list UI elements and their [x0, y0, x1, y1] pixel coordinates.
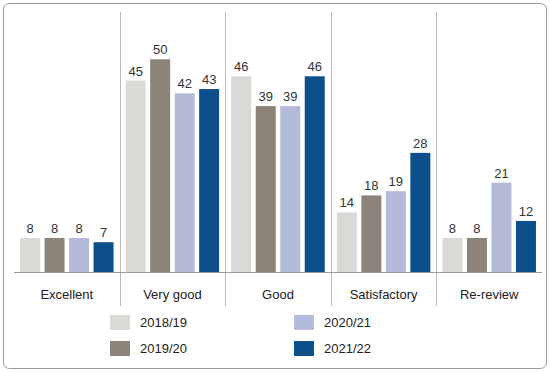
group-separator [120, 12, 121, 306]
data-label: 46 [308, 59, 322, 74]
bar [45, 238, 65, 272]
x-tick-label: Very good [143, 287, 202, 302]
chart: 8 8 8 7 45 50 42 43 46 39 39 46 14 18 19 28 8 8 21 12 Excell… [0, 0, 550, 372]
data-label: 39 [283, 89, 297, 104]
x-tick-label: Excellent [40, 287, 93, 302]
data-label: 7 [100, 225, 107, 240]
bar [442, 238, 462, 272]
bar [361, 195, 381, 272]
data-label: 14 [340, 195, 354, 210]
legend-label: 2020/21 [324, 315, 371, 330]
bar [386, 191, 406, 272]
data-label: 8 [473, 221, 480, 236]
data-label: 8 [449, 221, 456, 236]
data-label: 46 [234, 59, 248, 74]
bar [467, 238, 487, 272]
data-label: 50 [153, 42, 167, 57]
group-separator [436, 12, 437, 306]
bar [280, 106, 300, 272]
bar [337, 212, 357, 272]
group-separator [331, 12, 332, 306]
data-label: 8 [26, 221, 33, 236]
bar [516, 221, 536, 272]
x-tick-label: Satisfactory [350, 287, 418, 302]
data-label: 8 [51, 221, 58, 236]
data-label: 28 [413, 136, 427, 151]
bar [491, 183, 511, 272]
data-label: 18 [364, 178, 378, 193]
legend: 2018/19 2019/20 2020/21 2021/22 [110, 315, 371, 356]
data-label: 8 [75, 221, 82, 236]
bars [20, 59, 536, 272]
legend-swatch [294, 315, 314, 330]
bar [199, 89, 219, 272]
bar [20, 238, 40, 272]
x-axis [14, 272, 542, 273]
bar [410, 153, 430, 272]
data-label: 39 [259, 89, 273, 104]
data-label: 42 [177, 76, 191, 91]
x-tick-label: Re-review [460, 287, 519, 302]
bar [94, 242, 114, 272]
bar [126, 81, 146, 272]
data-label: 19 [389, 174, 403, 189]
data-labels: 8 8 8 7 45 50 42 43 46 39 39 46 14 18 19 28 8 8 21 12 [26, 42, 533, 240]
legend-label: 2021/22 [324, 341, 371, 356]
bar [175, 93, 195, 272]
bar [231, 76, 251, 272]
bar [150, 59, 170, 272]
x-tick-label: Good [262, 287, 294, 302]
data-label: 43 [202, 72, 216, 87]
bar [305, 76, 325, 272]
data-label: 12 [519, 204, 533, 219]
data-label: 21 [494, 166, 508, 181]
group-separator [225, 12, 226, 306]
legend-swatch [294, 341, 314, 356]
data-label: 45 [128, 64, 142, 79]
bar [69, 238, 89, 272]
legend-swatch [110, 341, 130, 356]
legend-swatch [110, 315, 130, 330]
legend-label: 2019/20 [140, 341, 187, 356]
legend-label: 2018/19 [140, 315, 187, 330]
frame [4, 4, 547, 369]
bar [256, 106, 276, 272]
